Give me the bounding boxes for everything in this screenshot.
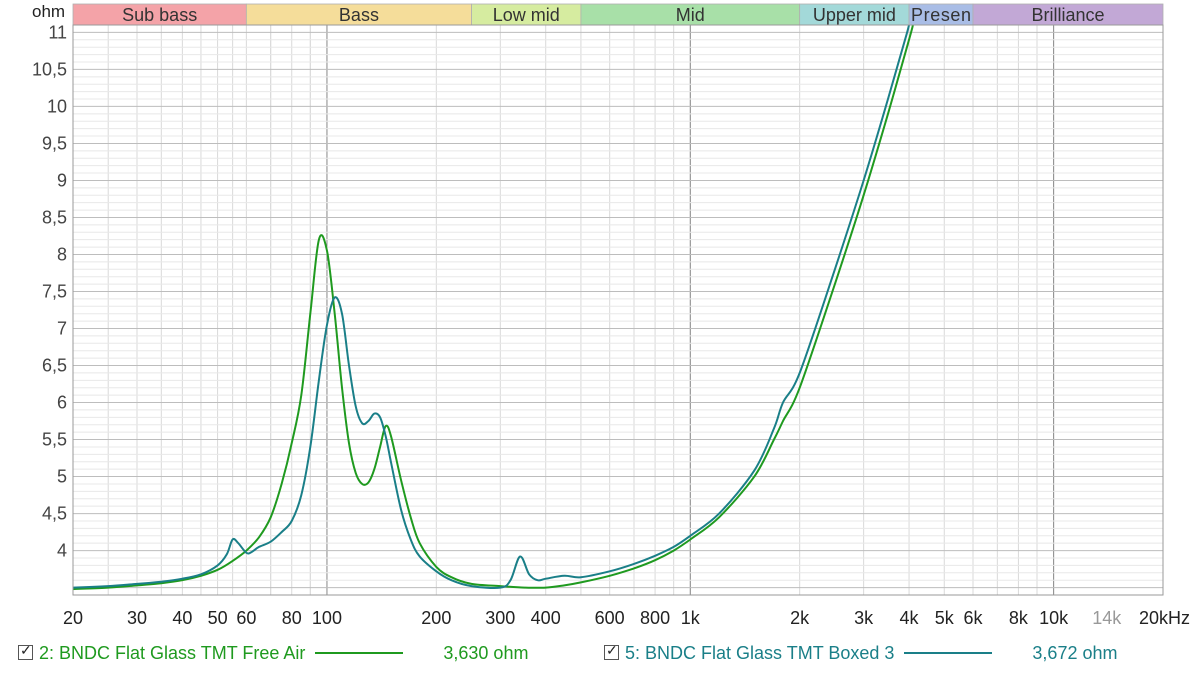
- band-label: Upper mid: [813, 5, 896, 25]
- x-tick-label: 80: [282, 608, 302, 628]
- x-tick-label: 5k: [935, 608, 955, 628]
- y-tick-label: 9,5: [42, 133, 67, 153]
- checkbox[interactable]: ✓: [604, 642, 619, 660]
- series-value: 3,630 ohm: [443, 643, 529, 663]
- band-label: Brilliance: [1031, 5, 1104, 25]
- series-value: 3,672 ohm: [1032, 643, 1118, 663]
- y-tick-label: 7: [57, 319, 67, 339]
- checkbox[interactable]: ✓: [18, 642, 33, 660]
- check-mark-icon: ✓: [20, 642, 32, 658]
- x-tick-label: 2k: [790, 608, 810, 628]
- band-label: Bass: [339, 5, 379, 25]
- x-tick-label: 300: [485, 608, 515, 628]
- legend-item-boxed[interactable]: ✓ 5: BNDC Flat Glass TMT Boxed 3 3,672 ohm: [604, 642, 1118, 664]
- y-axis-title: ohm: [32, 2, 65, 21]
- y-tick-label: 7,5: [42, 281, 67, 301]
- y-tick-label: 10: [47, 96, 67, 116]
- y-tick-label: 8,5: [42, 207, 67, 227]
- x-tick-label: 400: [531, 608, 561, 628]
- band-label: Low mid: [493, 5, 560, 25]
- y-tick-label: 4: [57, 541, 67, 561]
- x-tick-label: 100: [312, 608, 342, 628]
- series-label: 5: BNDC Flat Glass TMT Boxed 3: [625, 643, 895, 663]
- y-tick-label: 10,5: [32, 59, 67, 79]
- y-tick-label: 8: [57, 244, 67, 264]
- x-tick-label: 4k: [900, 608, 920, 628]
- band-label: Sub bass: [122, 5, 197, 25]
- frequency-bands: Sub bass Bass Low mid Mid Upper mid Presen Bri…: [72, 3, 1164, 26]
- x-tick-label: 8k: [1009, 608, 1029, 628]
- legend-item-free-air[interactable]: ✓ 2: BNDC Flat Glass TMT Free Air 3,630 oh…: [18, 642, 529, 664]
- y-tick-label: 6: [57, 393, 67, 413]
- check-mark-icon: ✓: [606, 642, 618, 658]
- x-tick-label: 3k: [854, 608, 874, 628]
- series-line-0: [73, 25, 914, 591]
- series-line-1: [73, 25, 910, 589]
- plot-frame: [72, 24, 1164, 596]
- series-swatch: [315, 652, 404, 654]
- x-tick-label: 30: [127, 608, 147, 628]
- axes: 4 4,5 5 5,5 6 6,5 7 7,5 8 8,5 9 9,5 10 10,5 11 20 30 40 50…: [32, 22, 1190, 628]
- x-tick-label: 60: [236, 608, 256, 628]
- x-tick-label: 50: [208, 608, 228, 628]
- y-tick-label: 5: [57, 467, 67, 487]
- x-tick-label: 1k: [681, 608, 701, 628]
- band-label: Mid: [676, 5, 705, 25]
- x-tick-label: 600: [595, 608, 625, 628]
- x-tick-label: 20kHz: [1139, 608, 1190, 628]
- x-tick-label: 800: [640, 608, 670, 628]
- plot-background: [73, 25, 1163, 595]
- y-tick-label: 4,5: [42, 504, 67, 524]
- series-swatch: [904, 652, 993, 654]
- x-tick-label: 14k: [1092, 608, 1122, 628]
- y-tick-label: 11: [48, 22, 67, 42]
- series-lines: [73, 25, 914, 591]
- x-tick-label: 200: [421, 608, 451, 628]
- series-label: 2: BNDC Flat Glass TMT Free Air: [39, 643, 306, 663]
- band-label: Presen: [911, 5, 971, 25]
- x-tick-label: 20: [63, 608, 83, 628]
- x-tick-label: 40: [172, 608, 192, 628]
- y-tick-label: 9: [57, 170, 67, 190]
- x-tick-label: 6k: [964, 608, 984, 628]
- grid: [73, 25, 1163, 595]
- y-tick-label: 6,5: [42, 356, 67, 376]
- y-tick-label: 5,5: [42, 430, 67, 450]
- x-tick-label: 10k: [1039, 608, 1069, 628]
- impedance-chart: Sub bass Bass Low mid Mid Upper mid Presen Bri…: [31, 2, 1190, 628]
